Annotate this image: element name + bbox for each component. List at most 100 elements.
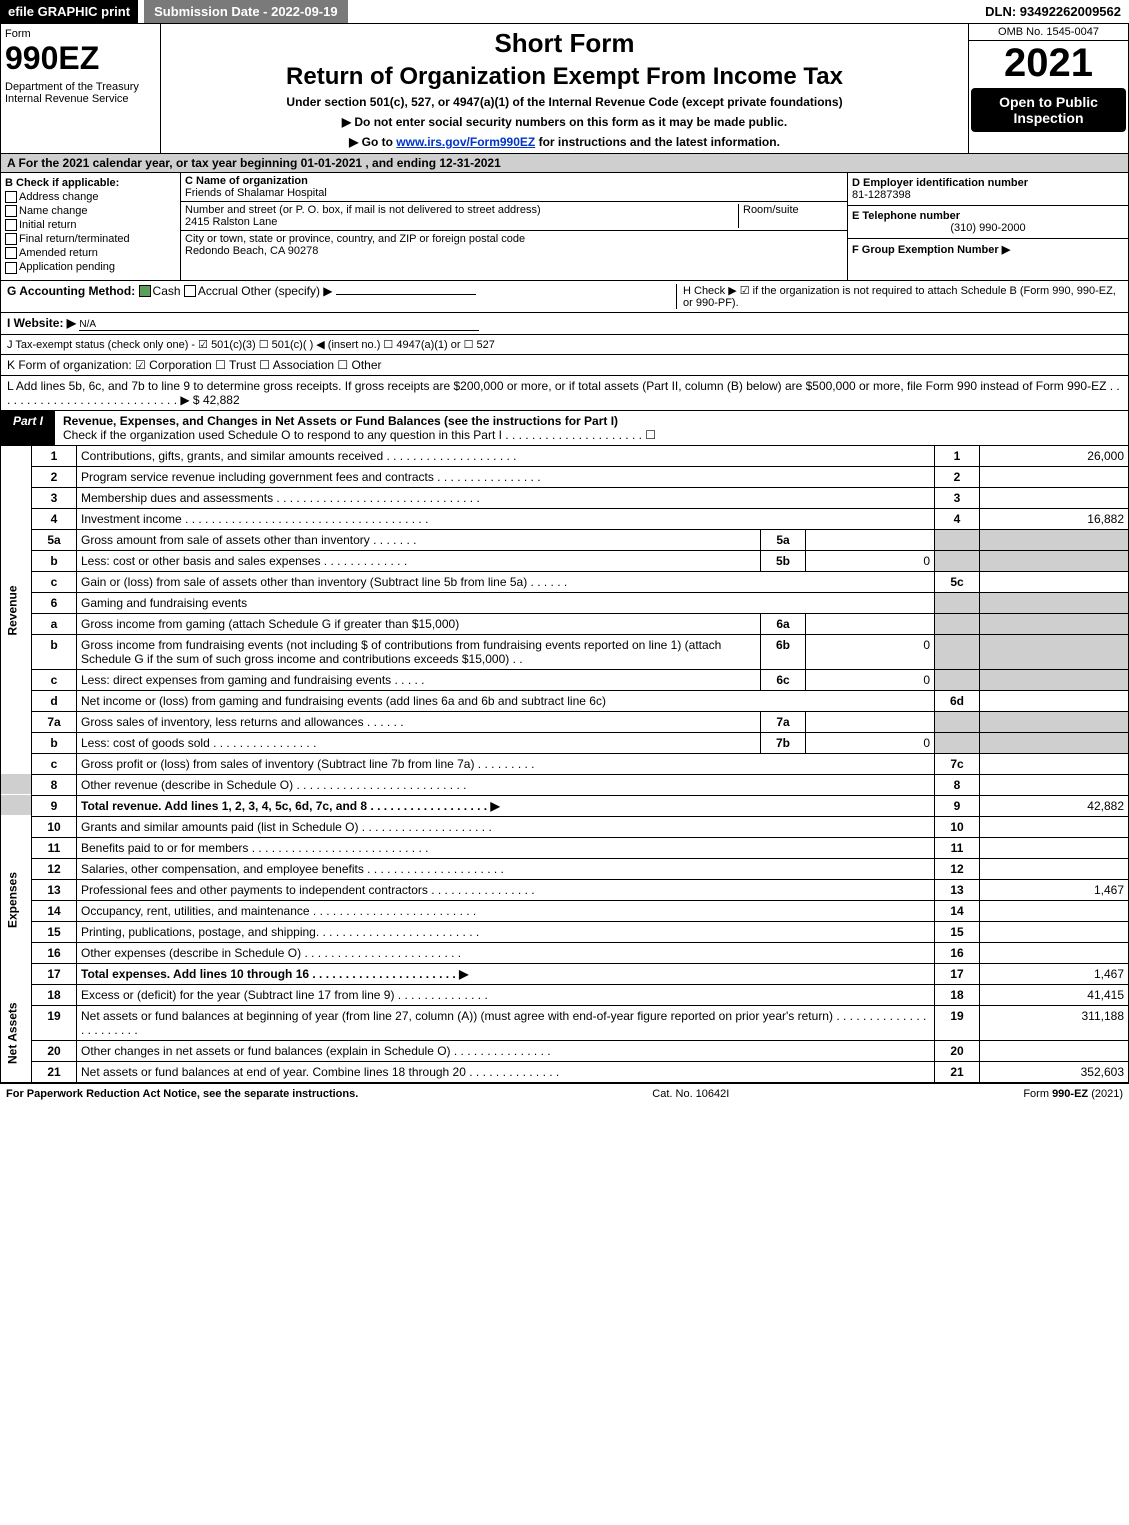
ln19-desc: Net assets or fund balances at beginning… bbox=[77, 1005, 935, 1040]
short-form-title: Short Form bbox=[165, 28, 964, 59]
ln9-ln: 9 bbox=[935, 795, 980, 816]
ln9-val: 42,882 bbox=[980, 795, 1129, 816]
footer-right: Form 990-EZ (2021) bbox=[1023, 1088, 1123, 1100]
ln20-val bbox=[980, 1040, 1129, 1061]
cb-cash[interactable] bbox=[139, 285, 151, 297]
ln11-val bbox=[980, 837, 1129, 858]
ln6b-sub: 6b bbox=[761, 634, 806, 669]
ln7b-sub: 7b bbox=[761, 732, 806, 753]
header-left: Form 990EZ Department of the Treasury In… bbox=[1, 24, 161, 153]
ln6c-sub: 6c bbox=[761, 669, 806, 690]
ln1-ln: 1 bbox=[935, 446, 980, 467]
ln6b-desc: Gross income from fundraising events (no… bbox=[77, 634, 761, 669]
ln6c-subval: 0 bbox=[806, 669, 935, 690]
part-i-check: Check if the organization used Schedule … bbox=[63, 428, 656, 442]
cb-initial-return[interactable]: Initial return bbox=[5, 219, 176, 231]
website-value: N/A bbox=[79, 319, 479, 331]
page-footer: For Paperwork Reduction Act Notice, see … bbox=[0, 1083, 1129, 1104]
ln18-ln: 18 bbox=[935, 984, 980, 1005]
ln6-desc: Gaming and fundraising events bbox=[77, 592, 935, 613]
cb-final-return[interactable]: Final return/terminated bbox=[5, 233, 176, 245]
efile-print-label[interactable]: efile GRAPHIC print bbox=[0, 0, 138, 23]
top-bar: efile GRAPHIC print Submission Date - 20… bbox=[0, 0, 1129, 24]
cb-amended-return[interactable]: Amended return bbox=[5, 247, 176, 259]
section-a: A For the 2021 calendar year, or tax yea… bbox=[0, 154, 1129, 173]
ln5a-desc: Gross amount from sale of assets other t… bbox=[77, 529, 761, 550]
header-right: OMB No. 1545-0047 2021 Open to Public In… bbox=[968, 24, 1128, 153]
ln5c-val bbox=[980, 571, 1129, 592]
ln18-num: 18 bbox=[32, 984, 77, 1005]
line-i: I Website: ▶ N/A bbox=[0, 313, 1129, 335]
ln5c-ln: 5c bbox=[935, 571, 980, 592]
ln8-ln: 8 bbox=[935, 774, 980, 795]
ln21-val: 352,603 bbox=[980, 1061, 1129, 1082]
group-exemption-label: F Group Exemption Number ▶ bbox=[852, 243, 1124, 256]
g-label: G Accounting Method: bbox=[7, 284, 135, 298]
submission-date: Submission Date - 2022-09-19 bbox=[144, 0, 348, 23]
cb-address-change[interactable]: Address change bbox=[5, 191, 176, 203]
ln12-desc: Salaries, other compensation, and employ… bbox=[77, 858, 935, 879]
ln2-ln: 2 bbox=[935, 466, 980, 487]
ln6b-num: b bbox=[32, 634, 77, 669]
goto-post: for instructions and the latest informat… bbox=[535, 135, 780, 149]
part-i-title: Revenue, Expenses, and Changes in Net As… bbox=[55, 411, 1128, 445]
ln5c-num: c bbox=[32, 571, 77, 592]
ln6a-sub: 6a bbox=[761, 613, 806, 634]
addr-label: Number and street (or P. O. box, if mail… bbox=[185, 204, 541, 216]
ln2-val bbox=[980, 466, 1129, 487]
ln2-num: 2 bbox=[32, 466, 77, 487]
line-j: J Tax-exempt status (check only one) - ☑… bbox=[0, 335, 1129, 355]
ln7c-desc: Gross profit or (loss) from sales of inv… bbox=[77, 753, 935, 774]
line-k: K Form of organization: ☑ Corporation ☐ … bbox=[0, 355, 1129, 376]
form-label: Form bbox=[5, 28, 156, 40]
ln14-ln: 14 bbox=[935, 900, 980, 921]
footer-left: For Paperwork Reduction Act Notice, see … bbox=[6, 1088, 358, 1100]
dept-label: Department of the Treasury Internal Reve… bbox=[5, 81, 156, 105]
irs-link[interactable]: www.irs.gov/Form990EZ bbox=[396, 135, 535, 149]
form-header: Form 990EZ Department of the Treasury In… bbox=[0, 24, 1129, 154]
ln3-num: 3 bbox=[32, 487, 77, 508]
cb-accrual[interactable] bbox=[184, 285, 196, 297]
ln5a-num: 5a bbox=[32, 529, 77, 550]
form-number: 990EZ bbox=[5, 40, 156, 77]
ln7a-sub: 7a bbox=[761, 711, 806, 732]
ln3-desc: Membership dues and assessments . . . . … bbox=[77, 487, 935, 508]
ln14-desc: Occupancy, rent, utilities, and maintena… bbox=[77, 900, 935, 921]
open-to-public: Open to Public Inspection bbox=[971, 88, 1126, 132]
ln6c-desc: Less: direct expenses from gaming and fu… bbox=[77, 669, 761, 690]
ln20-ln: 20 bbox=[935, 1040, 980, 1061]
org-city: Redondo Beach, CA 90278 bbox=[185, 245, 318, 257]
ln21-num: 21 bbox=[32, 1061, 77, 1082]
ln17-ln: 17 bbox=[935, 963, 980, 984]
other-specify-input[interactable] bbox=[336, 294, 476, 295]
ln1-val: 26,000 bbox=[980, 446, 1129, 467]
city-label: City or town, state or province, country… bbox=[185, 233, 525, 245]
ln18-desc: Excess or (deficit) for the year (Subtra… bbox=[77, 984, 935, 1005]
ln12-ln: 12 bbox=[935, 858, 980, 879]
ein-label: D Employer identification number bbox=[852, 177, 1124, 189]
ln7c-val bbox=[980, 753, 1129, 774]
ln7b-num: b bbox=[32, 732, 77, 753]
part-i-tab: Part I bbox=[1, 411, 55, 445]
ln15-val bbox=[980, 921, 1129, 942]
ln18-val: 41,415 bbox=[980, 984, 1129, 1005]
tel-value: (310) 990-2000 bbox=[852, 222, 1124, 234]
ln7a-num: 7a bbox=[32, 711, 77, 732]
room-label: Room/suite bbox=[743, 204, 799, 216]
ln8-val bbox=[980, 774, 1129, 795]
ln6d-ln: 6d bbox=[935, 690, 980, 711]
header-center: Short Form Return of Organization Exempt… bbox=[161, 24, 968, 153]
cb-name-change[interactable]: Name change bbox=[5, 205, 176, 217]
goto-note: ▶ Go to www.irs.gov/Form990EZ for instru… bbox=[165, 135, 964, 149]
ln16-desc: Other expenses (describe in Schedule O) … bbox=[77, 942, 935, 963]
ln6c-num: c bbox=[32, 669, 77, 690]
ln6d-desc: Net income or (loss) from gaming and fun… bbox=[77, 690, 935, 711]
cb-application-pending[interactable]: Application pending bbox=[5, 261, 176, 273]
ln11-num: 11 bbox=[32, 837, 77, 858]
goto-pre: ▶ Go to bbox=[349, 135, 396, 149]
ln5b-subval: 0 bbox=[806, 550, 935, 571]
org-name: Friends of Shalamar Hospital bbox=[185, 187, 327, 199]
ln7a-subval bbox=[806, 711, 935, 732]
ln21-desc: Net assets or fund balances at end of ye… bbox=[77, 1061, 935, 1082]
ln1-desc: Contributions, gifts, grants, and simila… bbox=[77, 446, 935, 467]
